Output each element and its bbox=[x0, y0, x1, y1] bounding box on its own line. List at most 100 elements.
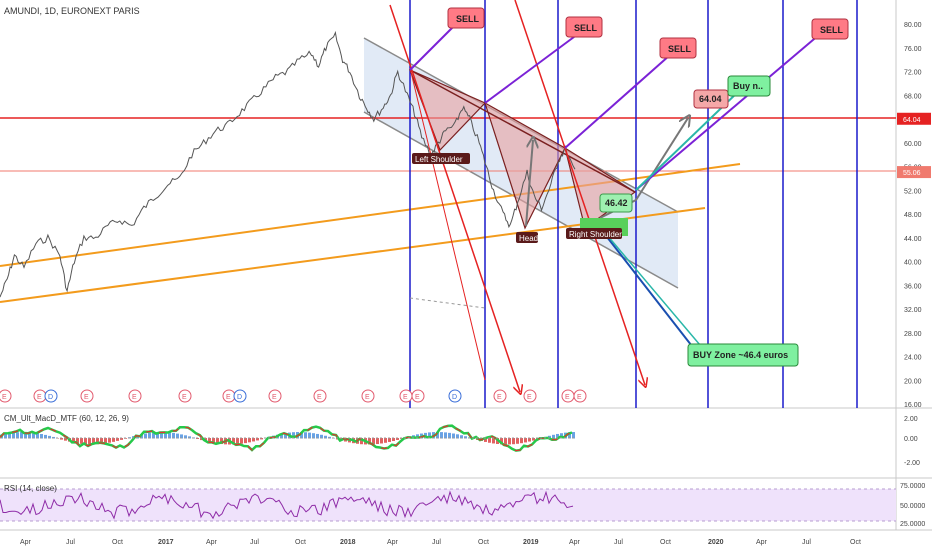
macd-histogram-bar bbox=[76, 438, 79, 444]
earnings-marker[interactable] bbox=[313, 389, 327, 403]
price-tick-label: 52.00 bbox=[904, 188, 922, 195]
macd-histogram-bar bbox=[456, 434, 459, 439]
macd-histogram-bar bbox=[16, 432, 19, 439]
time-tick-label: Jul bbox=[432, 539, 441, 546]
price-tick-label: 48.00 bbox=[904, 212, 922, 219]
price-badge bbox=[897, 166, 931, 179]
price-tick-label: 24.00 bbox=[904, 355, 922, 362]
price-tick-label: 32.00 bbox=[904, 307, 922, 314]
price-series-line bbox=[0, 30, 576, 298]
rsi-tick-label: 25.0000 bbox=[900, 521, 925, 528]
price-badges: 64.04 55.06 bbox=[897, 112, 931, 179]
macd-tick-label: 2.00 bbox=[904, 416, 918, 423]
target-label-box bbox=[599, 193, 633, 213]
macd-histogram-bar bbox=[452, 433, 455, 439]
earnings-marker-label: E bbox=[132, 394, 137, 401]
macd-histogram-bar bbox=[304, 432, 307, 439]
earnings-marker[interactable] bbox=[493, 389, 507, 403]
rsi-band bbox=[0, 489, 896, 521]
macd-histogram-bar bbox=[244, 438, 247, 444]
macd-histogram-bar bbox=[532, 438, 535, 441]
macd-histogram-bar bbox=[120, 438, 123, 440]
earnings-marker[interactable] bbox=[233, 389, 247, 403]
earnings-marker-label: E bbox=[182, 394, 187, 401]
price-tick-label: 16.00 bbox=[904, 402, 922, 409]
macd-histogram-bar bbox=[112, 438, 115, 442]
time-tick-label: Jul bbox=[802, 539, 811, 546]
macd-histogram-bar bbox=[516, 438, 519, 444]
time-tick-label: Apr bbox=[569, 539, 581, 546]
macd-histogram-bar bbox=[388, 438, 391, 442]
earnings-marker[interactable] bbox=[128, 389, 142, 403]
rsi-series-line bbox=[0, 490, 574, 520]
earnings-marker-label: E bbox=[317, 394, 322, 401]
sell-label-box bbox=[565, 16, 603, 38]
earnings-marker[interactable] bbox=[44, 389, 58, 403]
macd-histogram-bar bbox=[316, 433, 319, 439]
time-tick-label: Jul bbox=[250, 539, 259, 546]
macd-histogram-bar bbox=[36, 433, 39, 439]
target-label-box bbox=[727, 75, 771, 97]
target-label: 46.42 bbox=[605, 198, 628, 208]
earnings-marker-label: E bbox=[565, 394, 570, 401]
macd-histogram-bar bbox=[40, 434, 43, 439]
macd-histogram-bar bbox=[48, 435, 51, 439]
macd-histogram-bar bbox=[428, 432, 431, 439]
macd-histogram-bar bbox=[436, 432, 439, 439]
time-tick-label: Oct bbox=[112, 539, 123, 546]
macd-histogram-bar bbox=[488, 438, 491, 443]
time-tick-label: Jul bbox=[66, 539, 75, 546]
target-label-box bbox=[687, 343, 799, 367]
time-tick-label: 2017 bbox=[158, 539, 174, 546]
earnings-marker[interactable] bbox=[448, 389, 462, 403]
sell-label: SELL bbox=[820, 25, 844, 35]
vertical-time-lines bbox=[409, 0, 858, 408]
earnings-marker[interactable] bbox=[573, 389, 587, 403]
macd-histogram-bar bbox=[552, 434, 555, 439]
macd-histogram-bar bbox=[508, 438, 511, 445]
macd-histogram-bar bbox=[572, 432, 575, 439]
macd-histogram-bar bbox=[172, 432, 175, 439]
macd-histogram-bar bbox=[44, 434, 47, 439]
macd-histogram-bar bbox=[156, 432, 159, 439]
earnings-marker-label: E bbox=[527, 394, 532, 401]
macd-histogram-bar bbox=[8, 433, 11, 439]
earnings-marker-label: D bbox=[237, 394, 242, 401]
earnings-marker[interactable] bbox=[0, 389, 12, 403]
macd-histogram-bar bbox=[396, 438, 399, 440]
price-tick-label: 80.00 bbox=[904, 22, 922, 29]
price-tick-label: 60.00 bbox=[904, 141, 922, 148]
earnings-marker[interactable] bbox=[80, 389, 94, 403]
price-tick-label: 40.00 bbox=[904, 260, 922, 267]
sell-label-box bbox=[811, 18, 849, 40]
macd-histogram-bar bbox=[24, 432, 27, 439]
earnings-marker[interactable] bbox=[361, 389, 375, 403]
rsi-axis: 75.0000 50.0000 25.0000 bbox=[900, 483, 925, 528]
earnings-marker-label: E bbox=[226, 394, 231, 401]
time-axis: Apr Jul Oct 2017 Apr Jul Oct 2018 Apr Jul Oct 2019 A… bbox=[20, 539, 861, 546]
pattern-label: Head bbox=[519, 234, 538, 243]
pattern-label-box bbox=[566, 228, 622, 239]
sell-line-2 bbox=[484, 33, 579, 104]
earnings-marker[interactable] bbox=[178, 389, 192, 403]
earnings-marker-label: E bbox=[272, 394, 277, 401]
macd-histogram-bar bbox=[300, 432, 303, 439]
macd-histogram-bar bbox=[368, 438, 371, 445]
macd-histogram-bar bbox=[20, 432, 23, 439]
macd-histogram-bar bbox=[240, 438, 243, 444]
macd-histogram-bar bbox=[88, 438, 91, 445]
pattern-label: Left Shoulder bbox=[415, 155, 463, 164]
time-tick-label: Jul bbox=[614, 539, 623, 546]
earnings-marker-label: E bbox=[365, 394, 370, 401]
macd-histogram-bar bbox=[284, 433, 287, 439]
macd-histogram-bar bbox=[528, 438, 531, 442]
earnings-marker[interactable] bbox=[411, 389, 425, 403]
earnings-marker[interactable] bbox=[523, 389, 537, 403]
earnings-marker[interactable] bbox=[268, 389, 282, 403]
macd-histogram-bar bbox=[520, 438, 523, 444]
macd-histogram-bar bbox=[80, 438, 83, 444]
macd-histogram-bar bbox=[144, 433, 147, 439]
gray-up-arrow-1 bbox=[525, 140, 533, 227]
time-tick-label: Apr bbox=[756, 539, 768, 546]
